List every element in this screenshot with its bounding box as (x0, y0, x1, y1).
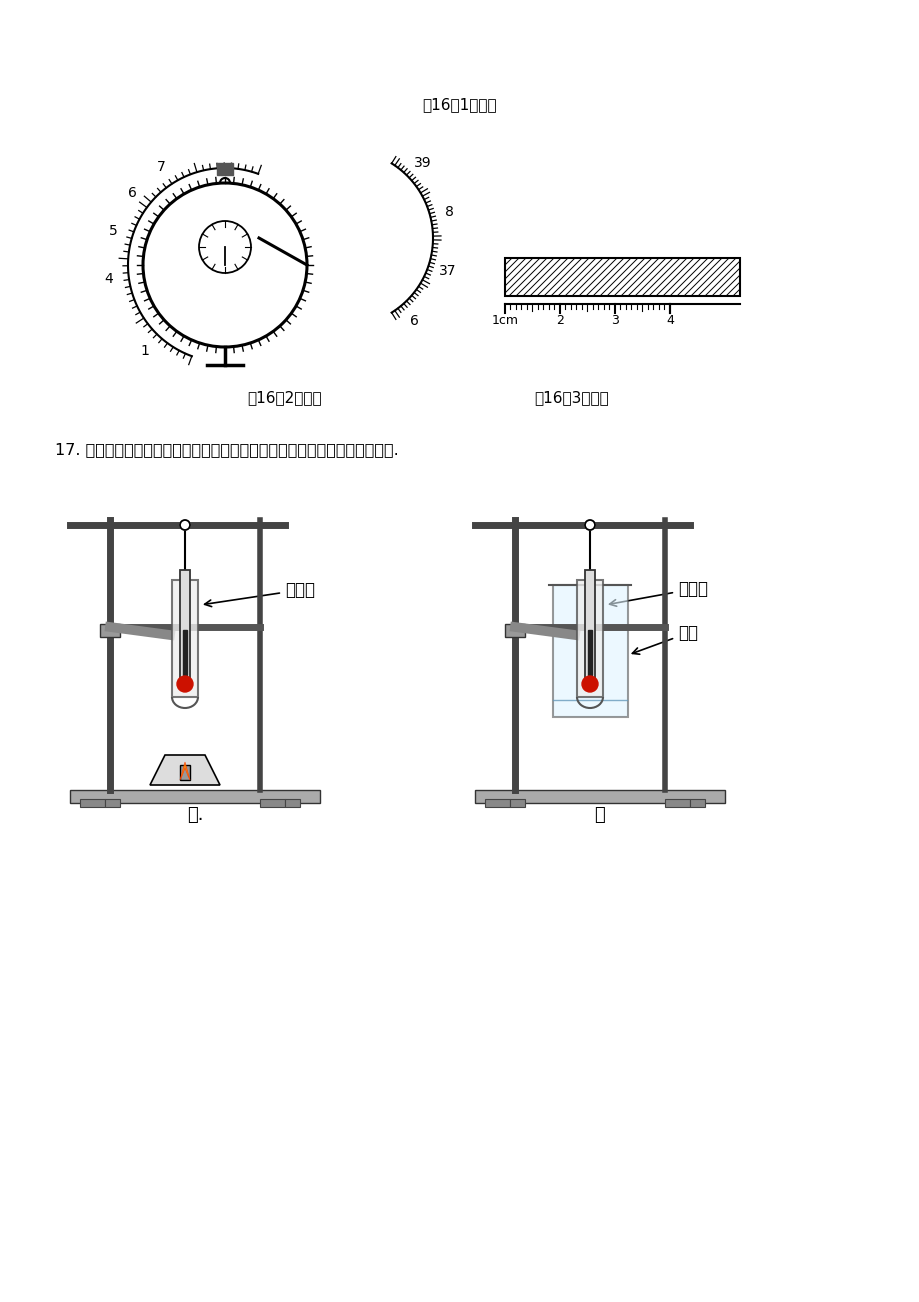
Text: 温度计: 温度计 (609, 579, 708, 607)
Circle shape (199, 221, 251, 273)
Bar (285, 799, 300, 807)
Bar (172, 579, 198, 697)
Bar (584, 570, 595, 684)
Text: 乙: 乙 (594, 806, 605, 824)
Text: 第16（2）题图: 第16（2）题图 (247, 391, 322, 405)
Bar (587, 630, 591, 674)
Bar (260, 799, 285, 807)
Text: 39: 39 (414, 156, 431, 171)
Text: 第16（3）题图: 第16（3）题图 (534, 391, 608, 405)
Text: 8: 8 (445, 204, 454, 219)
Text: 第16（1）题图: 第16（1）题图 (422, 98, 497, 112)
Text: 1cm: 1cm (491, 315, 518, 328)
Text: 6: 6 (129, 186, 137, 201)
Text: 热水: 热水 (631, 624, 698, 654)
Text: 37: 37 (438, 264, 456, 279)
Circle shape (180, 519, 190, 530)
Bar (180, 570, 190, 684)
Text: 3: 3 (610, 315, 618, 328)
Circle shape (584, 519, 595, 530)
Bar (80, 799, 105, 807)
Text: 甲.: 甲. (187, 806, 203, 824)
Text: 温度计: 温度计 (204, 581, 314, 607)
Bar (689, 799, 704, 807)
Bar (509, 799, 525, 807)
Bar (505, 624, 525, 637)
Text: 2: 2 (555, 315, 563, 328)
Polygon shape (180, 762, 190, 780)
Bar (70, 790, 320, 803)
Bar (484, 799, 509, 807)
Bar (217, 163, 233, 174)
Text: 4: 4 (665, 315, 674, 328)
Bar (183, 630, 187, 674)
Bar (505, 258, 739, 296)
Text: 5: 5 (108, 224, 118, 238)
Bar (100, 624, 119, 637)
Bar (474, 790, 724, 803)
Bar (180, 766, 190, 780)
Text: 17. 小华设计了如图所示的甲、乙两种装置来探究「冰溶化时温度变化规律」.: 17. 小华设计了如图所示的甲、乙两种装置来探究「冰溶化时温度变化规律」. (55, 443, 398, 457)
Circle shape (142, 184, 307, 348)
Bar (664, 799, 689, 807)
Bar (552, 585, 628, 717)
Text: 6: 6 (410, 314, 418, 328)
Text: 1: 1 (141, 344, 150, 358)
Bar (105, 799, 119, 807)
Bar (576, 579, 602, 697)
Circle shape (582, 676, 597, 691)
Text: 7: 7 (157, 160, 165, 174)
Circle shape (176, 676, 193, 691)
Text: 4: 4 (105, 272, 113, 286)
Polygon shape (150, 755, 220, 785)
